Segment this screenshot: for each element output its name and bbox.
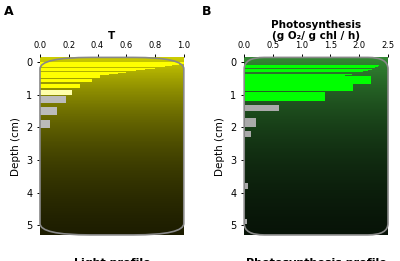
Bar (40, 79, 92, 82)
Bar (40, 66, 165, 67)
Bar (244, 92, 325, 101)
Bar (244, 67, 375, 68)
Bar (244, 76, 371, 84)
Y-axis label: Depth (cm): Depth (cm) (215, 117, 225, 176)
Bar (244, 131, 251, 137)
Bar (40, 75, 100, 78)
Bar (40, 120, 50, 128)
Bar (40, 65, 172, 66)
X-axis label: Photosynthesis
(g O₂/ g chl / h): Photosynthesis (g O₂/ g chl / h) (271, 20, 361, 41)
Bar (244, 105, 279, 111)
Bar (244, 63, 381, 64)
Bar (244, 65, 379, 66)
Bar (244, 70, 368, 71)
Bar (244, 220, 247, 224)
Bar (40, 64, 180, 65)
Bar (244, 75, 345, 76)
Bar (40, 72, 126, 73)
Bar (244, 118, 256, 127)
Bar (40, 74, 109, 75)
Bar (244, 71, 363, 72)
Bar (40, 70, 136, 71)
Bar (40, 73, 118, 74)
X-axis label: T: T (108, 31, 116, 41)
Text: A: A (4, 5, 14, 18)
Text: Light profile: Light profile (74, 258, 150, 261)
Bar (244, 83, 354, 91)
Y-axis label: Depth (cm): Depth (cm) (10, 117, 20, 176)
Bar (40, 68, 155, 69)
Bar (40, 97, 66, 103)
Text: B: B (202, 5, 212, 18)
Bar (40, 69, 145, 70)
Bar (40, 84, 80, 88)
Bar (40, 90, 72, 94)
Bar (244, 66, 378, 67)
Bar (40, 107, 57, 115)
Bar (244, 74, 352, 75)
Bar (244, 183, 248, 189)
Bar (40, 62, 184, 63)
Text: Photosynthesis profile: Photosynthesis profile (246, 258, 386, 261)
